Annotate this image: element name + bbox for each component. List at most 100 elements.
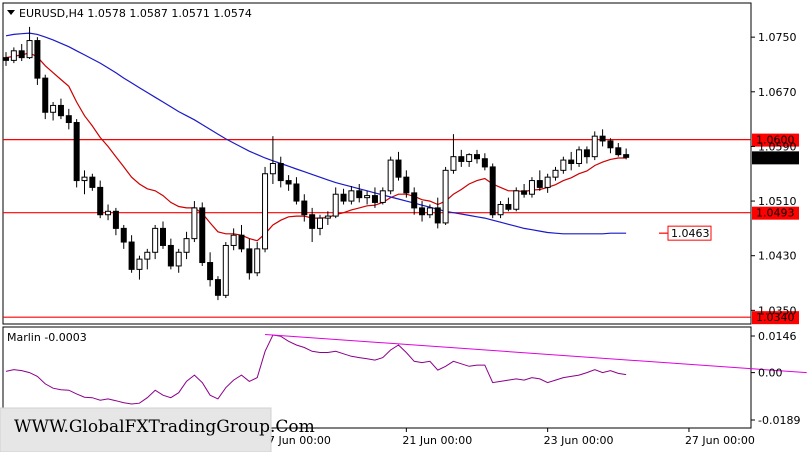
indicator-trendline	[265, 333, 807, 374]
candle-body-bull	[144, 251, 151, 260]
candle	[505, 197, 512, 212]
horizontal-levels[interactable]: 1.0600 1.0493 1.0340 1.0574	[3, 133, 799, 325]
candle	[167, 238, 174, 270]
level-label: 1.0340	[756, 311, 795, 324]
candle-body-bull	[262, 173, 269, 250]
candle-body-bull	[497, 203, 504, 216]
time-label: 27 Jun 00:00	[685, 434, 755, 447]
candle	[26, 26, 33, 60]
watermark-text: WWW.GlobalFXTradingGroup.Com	[14, 417, 315, 437]
candle-body-bear	[301, 200, 308, 216]
candle	[81, 170, 88, 195]
indicator-name: Marlin -0.0003	[7, 331, 87, 344]
candle-body-bull	[26, 40, 33, 59]
time-axis: 17 Jun 00:00 21 Jun 00:00 23 Jun 00:00 27 J…	[261, 428, 755, 447]
candle-body-bear	[481, 158, 488, 168]
indicator-tick-label: 0.00	[758, 367, 783, 380]
candle-body-bear	[371, 195, 378, 203]
current-price-tag	[752, 151, 799, 165]
candle	[403, 170, 410, 198]
candle	[309, 207, 316, 243]
level-tag-1.0340	[752, 311, 799, 325]
candle	[262, 166, 269, 253]
candle-body-bull	[136, 258, 143, 270]
candle	[442, 166, 449, 225]
time-label: 21 Jun 00:00	[402, 434, 472, 447]
candle	[112, 207, 119, 236]
candle-body-bull	[50, 104, 57, 113]
candle-body-bear	[3, 57, 9, 61]
candle	[214, 276, 221, 301]
candle-body-bull	[552, 169, 559, 178]
candle-body-bear	[73, 122, 80, 182]
indicator-axis: 0.0146 0.00 -0.0189	[751, 330, 800, 427]
candle	[615, 143, 622, 157]
candle-body-bear	[607, 140, 614, 149]
candlesticks	[3, 26, 630, 301]
candle	[10, 47, 17, 64]
candle-body-bear	[167, 244, 174, 267]
candle-body-bear	[18, 50, 25, 59]
price-tick-label: 1.0430	[758, 250, 797, 263]
watermark-box	[0, 407, 272, 452]
current-price-label: 1.0574	[756, 151, 795, 164]
candle	[387, 156, 394, 195]
candle-body-bull	[466, 154, 473, 162]
candle-body-bear	[128, 241, 135, 270]
candle-body-bear	[277, 163, 284, 182]
candle	[97, 180, 104, 219]
candle	[254, 242, 261, 277]
candle-body-bull	[576, 149, 583, 164]
candle	[269, 136, 276, 184]
candle	[513, 187, 520, 212]
candle	[544, 173, 551, 193]
level-label: 1.0493	[756, 207, 795, 220]
candle	[199, 202, 206, 266]
indicator-tick-label: -0.0189	[758, 414, 800, 427]
candle	[34, 37, 41, 85]
candle	[560, 156, 567, 174]
candle	[18, 43, 25, 62]
candle	[65, 108, 72, 130]
candle-body-bear	[434, 207, 441, 224]
candle	[607, 138, 614, 154]
candle-body-bear	[97, 186, 104, 216]
candle	[317, 214, 323, 236]
main-price-panel	[2, 2, 752, 325]
candle	[521, 183, 528, 198]
candle-body-bull	[269, 163, 276, 175]
candle	[528, 177, 535, 198]
candle	[536, 170, 543, 191]
candle	[371, 187, 378, 208]
candle-body-bear	[615, 147, 622, 156]
candle	[356, 183, 363, 203]
indicator-tick-label: 0.0146	[758, 330, 797, 343]
candle	[450, 134, 457, 174]
candle-body-bull	[442, 169, 449, 224]
candle	[191, 201, 198, 243]
price-tick-label: 1.0510	[758, 195, 797, 208]
time-label: 23 Jun 00:00	[544, 434, 614, 447]
candle	[474, 149, 480, 164]
candle	[152, 224, 159, 260]
indicator-line	[5, 334, 627, 405]
candle-body-bear	[599, 135, 606, 142]
candle	[434, 197, 441, 229]
candle-body-bull	[152, 227, 159, 253]
candle	[576, 146, 583, 167]
candle	[591, 131, 598, 161]
candle-body-bull	[175, 251, 182, 267]
main-panel-frame	[2, 2, 752, 325]
candle-body-bear	[458, 156, 465, 162]
level-label: 1.0600	[756, 134, 795, 147]
candle	[42, 74, 49, 120]
price-axis: 1.0750 1.0670 1.0590 1.0510 1.0430 1.0350	[751, 31, 797, 317]
candle-body-bear	[536, 180, 543, 188]
candle-body-bear	[246, 248, 253, 274]
candle-body-bear	[309, 214, 316, 229]
candle-body-bear	[395, 159, 402, 178]
candle-body-bull	[81, 176, 88, 182]
candle	[3, 52, 9, 66]
candle-body-bear	[42, 77, 49, 113]
candle	[583, 146, 590, 164]
